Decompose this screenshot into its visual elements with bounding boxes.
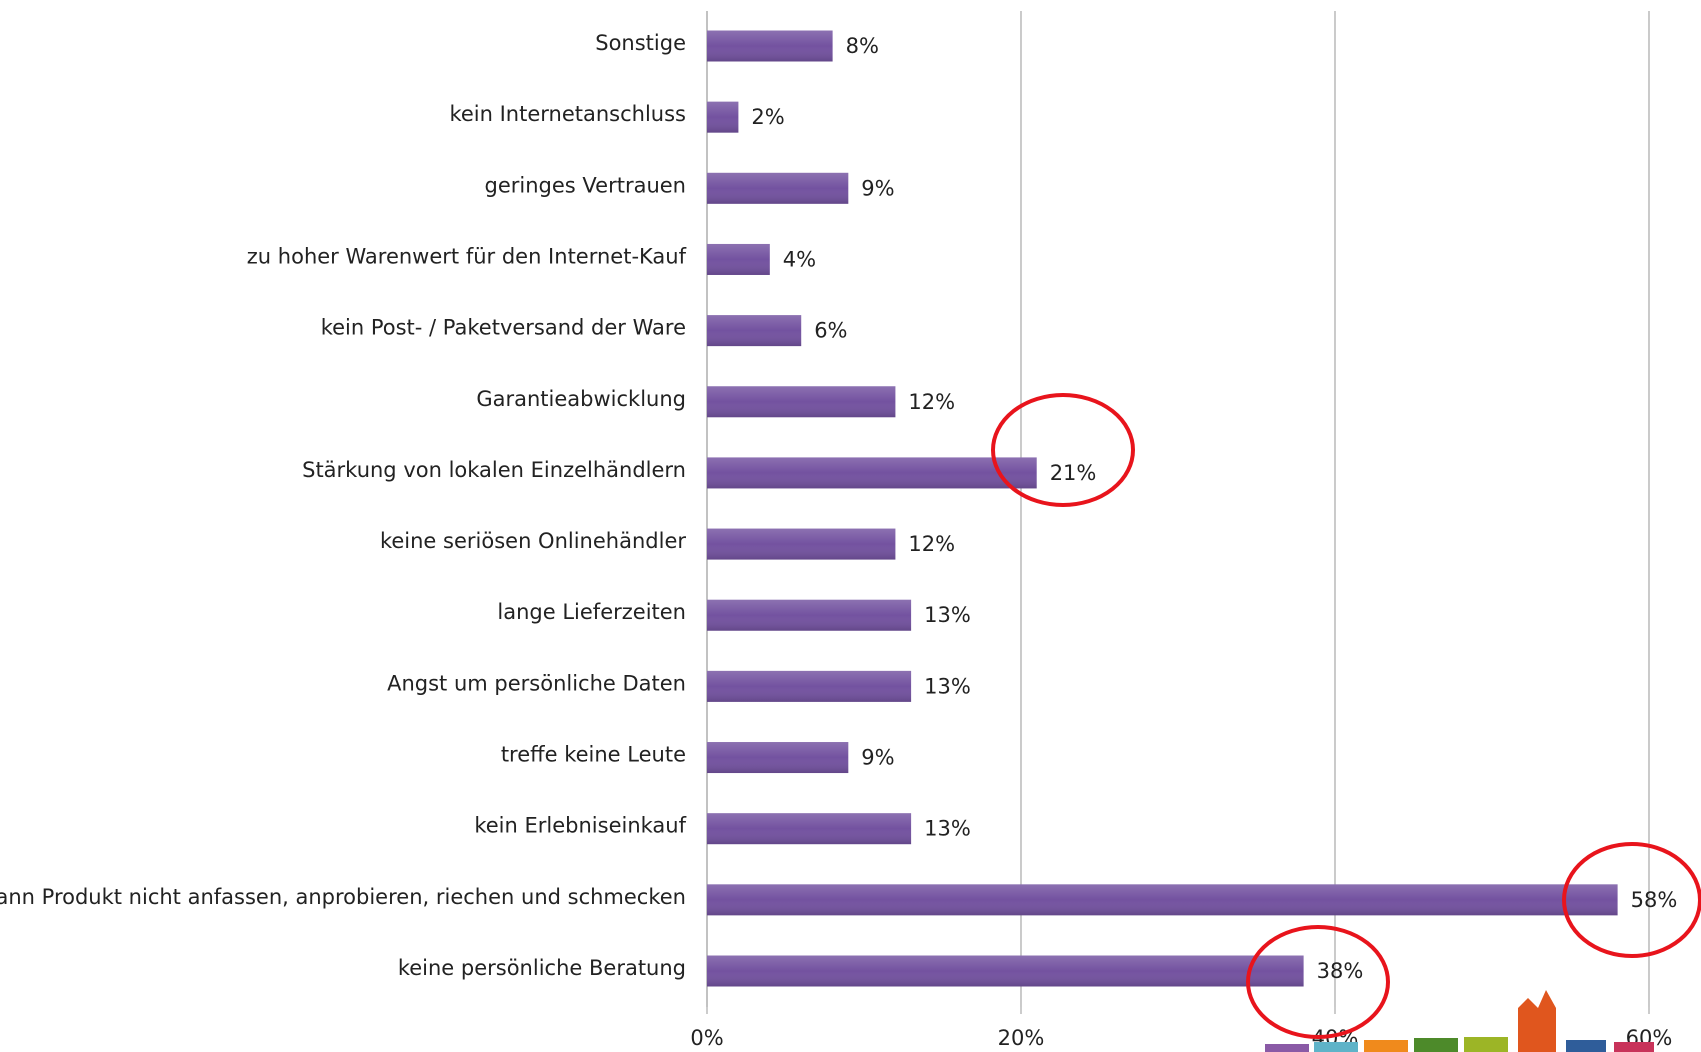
y-tick-label: Sonstige [595, 31, 686, 55]
data-label: 13% [924, 674, 971, 698]
bar-shade [707, 457, 1037, 489]
data-label: 9% [861, 746, 894, 770]
data-label: 8% [846, 34, 879, 58]
data-label: 9% [861, 176, 894, 200]
logo-block [1265, 1044, 1309, 1052]
bar-shade [707, 30, 833, 62]
bar-shade [707, 670, 912, 702]
data-label: 12% [908, 532, 955, 556]
data-label: 13% [924, 603, 971, 627]
y-tick-label: Stärkung von lokalen Einzelhändlern [302, 458, 686, 482]
highlight-circle [1562, 842, 1701, 958]
y-tick-label: kann Produkt nicht anfassen, anprobieren… [0, 885, 686, 909]
highlight-circle [991, 393, 1135, 507]
bar-shade [707, 101, 739, 133]
y-tick-label: keine seriösen Onlinehändler [380, 529, 686, 553]
y-tick-label: geringes Vertrauen [485, 173, 686, 197]
y-tick-label: kein Erlebniseinkauf [474, 814, 686, 838]
x-tick-label: 0% [690, 1026, 723, 1050]
bar-shade [707, 599, 912, 631]
highlight-circle [1246, 925, 1390, 1039]
bar-shade [707, 528, 896, 560]
data-label: 2% [751, 105, 784, 129]
logo-block [1314, 1042, 1358, 1052]
y-tick-label: kein Internetanschluss [449, 102, 686, 126]
bar-shade [707, 955, 1304, 987]
y-tick-label: treffe keine Leute [501, 743, 686, 767]
y-tick-label: lange Lieferzeiten [497, 600, 686, 624]
x-tick-label: 20% [998, 1026, 1045, 1050]
bar-shade [707, 742, 849, 774]
bar-shade [707, 172, 849, 204]
logo-block [1614, 1042, 1654, 1052]
data-label: 12% [908, 390, 955, 414]
y-tick-label: zu hoher Warenwert für den Internet-Kauf [247, 244, 687, 268]
y-tick-label: keine persönliche Beratung [398, 956, 686, 980]
bar-shade [707, 243, 770, 275]
data-label: 13% [924, 817, 971, 841]
data-label: 4% [783, 247, 816, 271]
y-tick-label: Angst um persönliche Daten [387, 671, 686, 695]
data-label: 58% [1631, 888, 1678, 912]
y-tick-label: kein Post- / Paketversand der Ware [321, 316, 686, 340]
bar-shade [707, 386, 896, 418]
bar-shade [707, 884, 1618, 916]
bar-shade [707, 813, 912, 845]
logo-tower [1518, 990, 1556, 1052]
logo-block [1364, 1040, 1408, 1052]
logo-block [1414, 1038, 1458, 1052]
logo [1265, 990, 1654, 1052]
logo-block [1464, 1037, 1508, 1052]
bar-shade [707, 315, 802, 347]
y-tick-label: Garantieabwicklung [476, 387, 686, 411]
logo-block [1566, 1040, 1606, 1052]
data-label: 6% [814, 319, 847, 343]
data-label: 38% [1317, 959, 1364, 983]
highlight-circles [991, 393, 1701, 1039]
data-label: 21% [1050, 461, 1097, 485]
